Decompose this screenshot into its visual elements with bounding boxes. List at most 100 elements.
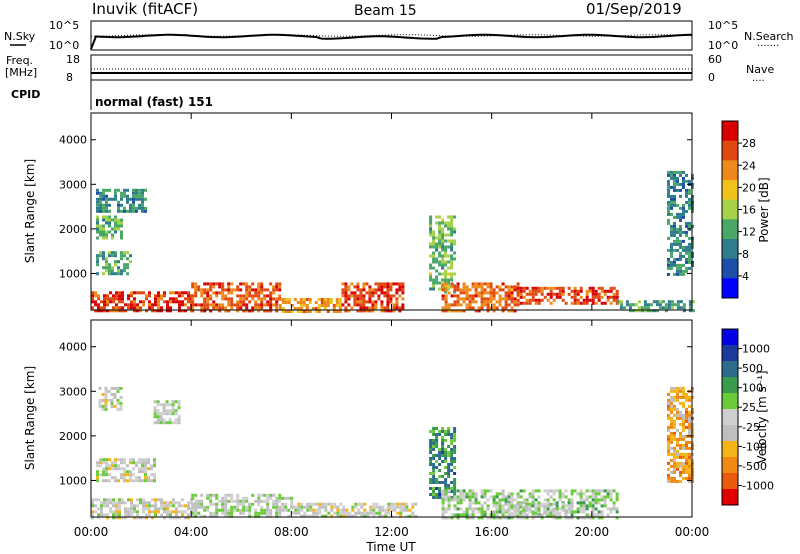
velocity-cell	[441, 460, 445, 463]
power-cell	[670, 245, 673, 249]
velocity-cell	[685, 452, 688, 456]
power-cell	[489, 306, 493, 310]
velocity-cell	[159, 412, 163, 416]
velocity-cell	[215, 493, 219, 497]
velocity-cell	[679, 434, 682, 438]
velocity-cell	[98, 386, 102, 390]
velocity-cell	[130, 501, 133, 505]
power-cell	[138, 206, 141, 210]
power-cell	[510, 309, 514, 313]
power-cell	[275, 285, 279, 289]
velocity-cell	[136, 516, 139, 520]
velocity-cell	[585, 516, 589, 520]
power-cell	[573, 289, 577, 293]
power-cell	[519, 289, 523, 293]
power-cell	[676, 215, 679, 219]
velocity-cell	[144, 461, 147, 465]
velocity-cell	[468, 498, 472, 502]
velocity-cell	[432, 427, 436, 430]
velocity-cell	[594, 495, 598, 499]
velocity-cell	[561, 502, 565, 506]
power-cell	[447, 306, 451, 310]
power-cell	[227, 288, 231, 292]
velocity-cell	[673, 479, 676, 483]
power-cell	[429, 224, 433, 228]
power-cell	[477, 285, 481, 289]
power-cell	[341, 288, 345, 292]
power-cell	[181, 294, 184, 298]
velocity-cell	[555, 489, 559, 493]
velocity-cell	[318, 502, 322, 506]
velocity-cell	[116, 389, 120, 393]
power-cell	[356, 297, 360, 301]
velocity-cell	[525, 514, 529, 518]
velocity-cell	[504, 502, 508, 506]
power-cell	[531, 295, 535, 299]
velocity-cell	[507, 508, 511, 512]
velocity-cell	[141, 464, 144, 468]
power-cell	[441, 282, 445, 286]
power-cell	[679, 215, 682, 219]
velocity-cell	[315, 511, 319, 515]
velocity-cell	[212, 511, 216, 515]
velocity-cell	[450, 463, 454, 466]
velocity-cell	[615, 498, 619, 502]
power-cell	[191, 306, 195, 310]
velocity-cell	[450, 516, 454, 520]
velocity-cell	[685, 410, 688, 414]
power-cell	[389, 300, 393, 304]
power-cell	[513, 288, 517, 292]
power-cell	[126, 194, 129, 198]
velocity-cell	[688, 446, 691, 450]
velocity-cell	[670, 410, 673, 414]
velocity-cell	[107, 398, 111, 402]
power-cell	[126, 272, 129, 276]
velocity-cell	[136, 504, 139, 508]
power-cell	[96, 200, 99, 204]
power-cell	[99, 194, 102, 198]
colorbar-cell	[722, 473, 738, 490]
power-cell	[622, 306, 626, 310]
power-cell	[332, 307, 336, 310]
velocity-cell	[495, 495, 499, 499]
velocity-cell	[142, 510, 145, 514]
velocity-cell	[519, 489, 523, 493]
velocity-cell	[549, 504, 553, 508]
power-cell	[209, 303, 213, 307]
power-cell	[353, 300, 357, 304]
power-cell	[429, 245, 433, 249]
velocity-cell	[248, 508, 252, 512]
power-cell	[667, 266, 670, 270]
power-cell	[91, 300, 94, 304]
nsky-label: N.Sky	[4, 30, 36, 43]
velocity-cell	[100, 507, 103, 511]
power-cell	[447, 221, 451, 225]
power-cell	[392, 309, 396, 313]
power-cell	[209, 297, 213, 301]
power-cell	[670, 300, 674, 304]
power-cell	[453, 230, 457, 234]
velocity-cell	[351, 505, 355, 509]
power-cell	[269, 309, 273, 313]
velocity-cell	[667, 461, 670, 465]
velocity-cell	[673, 386, 676, 390]
velocity-cell	[444, 510, 448, 514]
power-cell	[191, 303, 195, 307]
velocity-cell	[396, 511, 400, 515]
velocity-cell	[248, 505, 252, 509]
power-cell	[187, 297, 190, 301]
y-tick-label: 3000	[59, 178, 87, 191]
power-cell	[126, 209, 129, 213]
power-cell	[130, 306, 133, 310]
power-cell	[112, 309, 115, 313]
power-cell	[480, 288, 484, 292]
velocity-cell	[456, 489, 460, 493]
velocity-cell	[197, 499, 201, 503]
power-cell	[227, 285, 231, 289]
power-cell	[380, 306, 384, 310]
power-cell	[175, 291, 178, 295]
power-cell	[631, 303, 635, 307]
velocity-cell	[275, 514, 279, 518]
nave-legend-dots: ····	[752, 76, 765, 87]
power-cell	[227, 297, 231, 301]
